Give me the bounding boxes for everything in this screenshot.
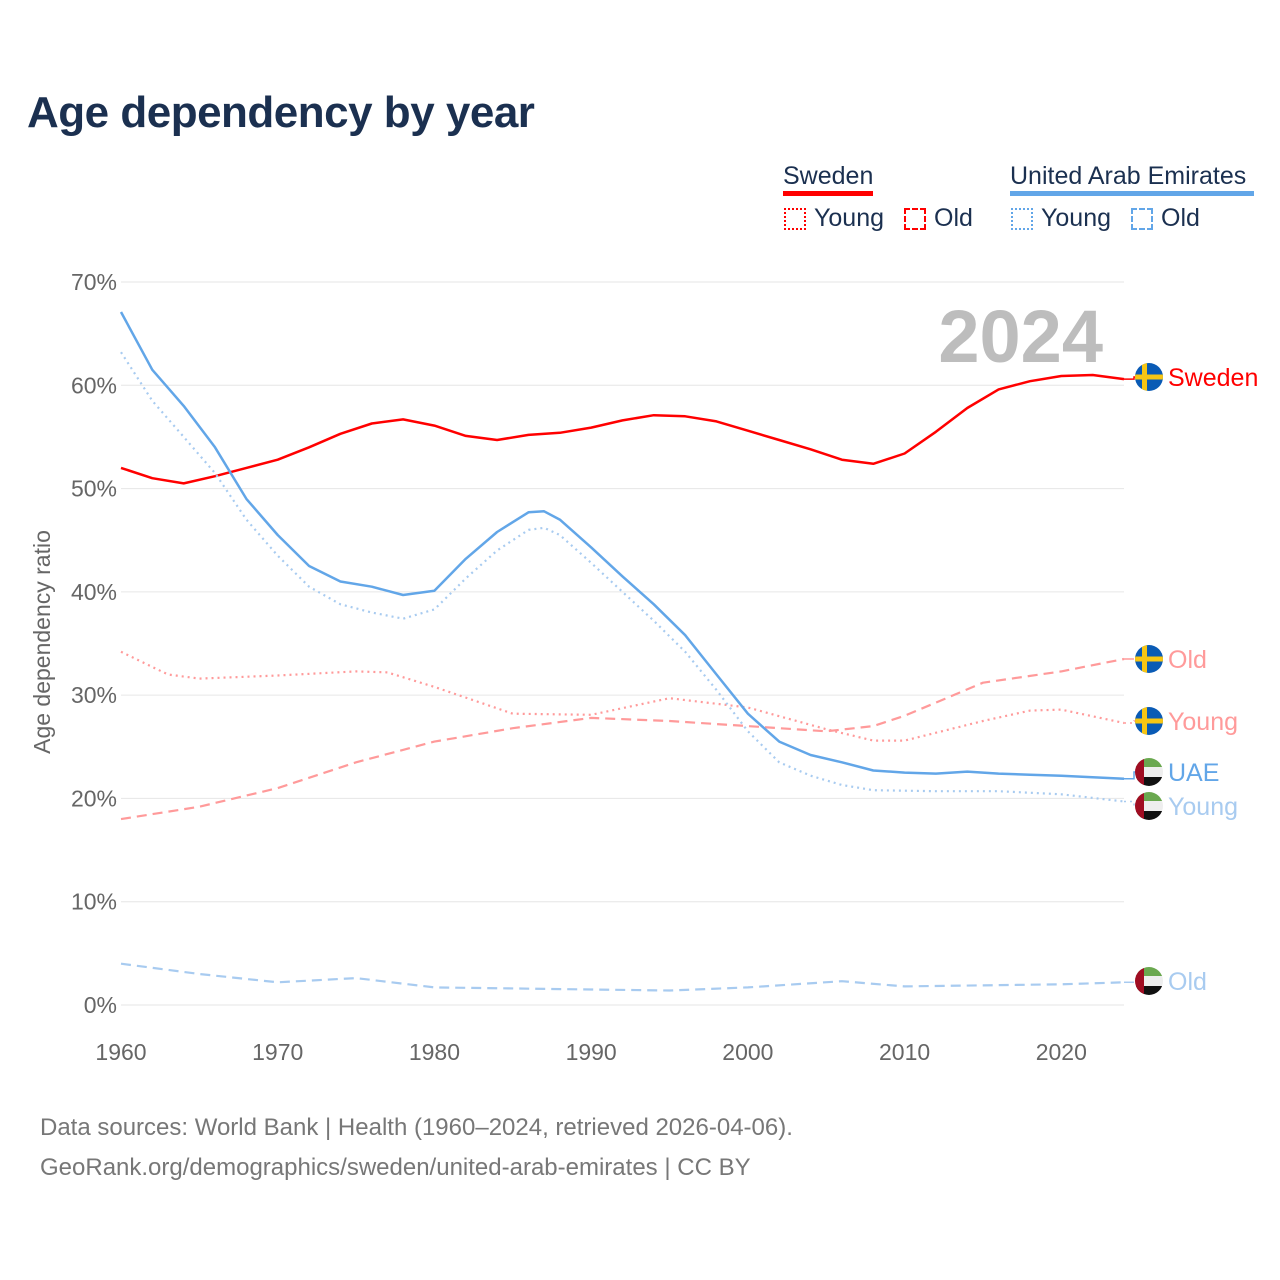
legend-line-sweden [783,191,873,196]
series-line-united-arab-emirates[interactable] [119,311,1125,781]
x-tick-label: 1970 [252,1039,303,1065]
x-tick-label: 2020 [1036,1039,1087,1065]
gridlines [121,281,1124,1006]
uae-flag-icon [1135,758,1163,786]
legend-item-uae-old[interactable]: Old [1161,204,1200,232]
x-tick-label: 2000 [722,1039,773,1065]
year-watermark: 2024 [938,295,1103,378]
legend-swatch-sweden-young [784,208,806,230]
series-line-united-arab-emirates-old[interactable] [120,962,1125,992]
end-connector [1124,800,1136,807]
legend-line-uae [1010,191,1254,196]
end-labels: Sweden Old Young UAE Young Old [1124,363,1258,996]
legend-item-uae-young[interactable]: Young [1041,204,1111,232]
y-tick-label: 60% [71,372,117,398]
end-label: Sweden [1168,364,1258,392]
x-tick-label: 1960 [95,1039,146,1065]
legend-group-sweden[interactable]: Sweden [783,162,874,190]
x-tick-label: 2010 [879,1039,930,1065]
sweden-flag-icon [1135,645,1163,673]
end-connector [1124,720,1136,724]
end-connector [1124,980,1136,984]
y-tick-label: 30% [71,682,117,708]
y-tick-label: 10% [71,889,117,915]
legend-group-uae[interactable]: United Arab Emirates [1010,162,1247,190]
series-line-united-arab-emirates-young[interactable] [120,351,1125,803]
chart-title: Age dependency by year [27,88,535,137]
end-label: Young [1168,708,1238,736]
uae-flag-icon [1135,792,1163,820]
y-axis-label: Age dependency ratio [29,530,55,754]
y-tick-label: 0% [84,992,117,1018]
legend-swatch-sweden-old [904,208,926,230]
legend-item-sweden-young[interactable]: Young [814,204,884,232]
y-tick-label: 50% [71,476,117,502]
uae-flag-icon [1135,967,1163,995]
sweden-flag-icon [1135,363,1163,391]
y-axis-ticks: 0% 10% 20% 30% 40% 50% 60% 70% [71,269,117,1018]
footer-url[interactable]: GeoRank.org/demographics/sweden/united-a… [40,1154,751,1181]
x-axis-ticks: 1960 1970 1980 1990 2000 2010 2020 [95,1039,1086,1065]
end-label: UAE [1168,759,1219,787]
footer-sources: Data sources: World Bank | Health (1960–… [40,1114,793,1141]
legend-item-sweden-old[interactable]: Old [934,204,973,232]
y-tick-label: 20% [71,785,117,811]
legend-swatch-uae-young [1011,208,1033,230]
series-lines [119,311,1125,992]
end-connector [1124,771,1136,780]
x-tick-label: 1980 [409,1039,460,1065]
end-connector [1124,376,1136,380]
end-label: Old [1168,646,1207,674]
series-line-sweden[interactable] [120,373,1125,485]
series-line-sweden-young[interactable] [120,650,1125,742]
legend-swatch-uae-old [1131,208,1153,230]
x-tick-label: 1990 [566,1039,617,1065]
end-label: Young [1168,793,1238,821]
series-line-sweden-old[interactable] [120,657,1125,821]
footer: Data sources: World Bank | Health (1960–… [40,1108,793,1188]
y-tick-label: 70% [71,269,117,295]
y-tick-label: 40% [71,579,117,605]
sweden-flag-icon [1135,707,1163,735]
end-label: Old [1168,968,1207,996]
